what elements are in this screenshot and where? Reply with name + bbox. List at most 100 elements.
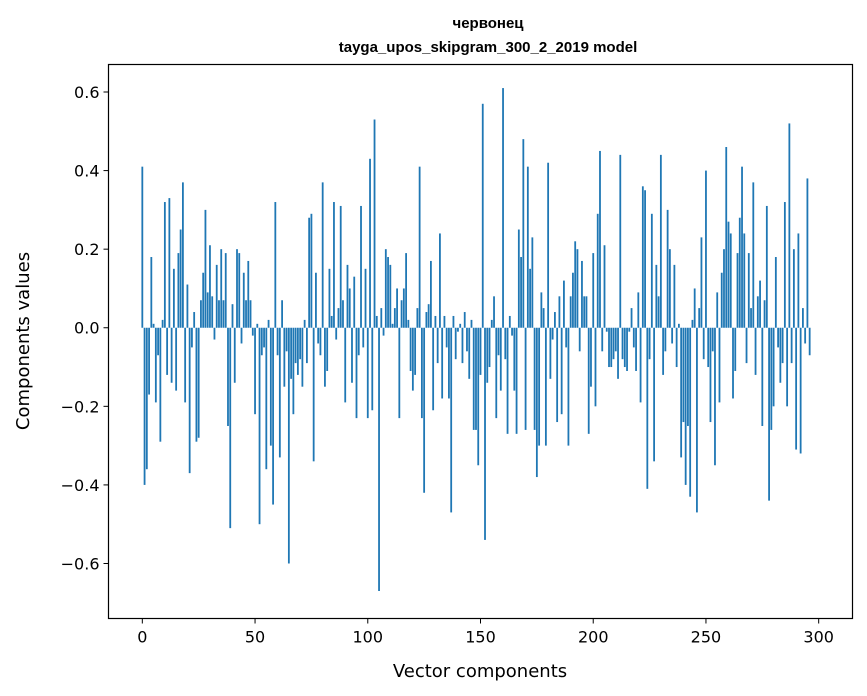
bar (763, 300, 766, 328)
bar (170, 327, 173, 383)
bars-group (141, 88, 811, 591)
bar (420, 327, 423, 419)
bar (508, 315, 511, 328)
bar (637, 292, 640, 328)
bar (696, 327, 698, 513)
bar (481, 103, 484, 328)
bar (387, 257, 389, 328)
bar (736, 253, 739, 328)
bar (772, 327, 775, 407)
bar (373, 119, 376, 328)
bar (312, 327, 315, 462)
bar (177, 253, 180, 328)
bar (233, 327, 236, 383)
bar (236, 249, 238, 328)
bar (224, 253, 227, 328)
bar (213, 327, 216, 340)
bar (409, 327, 412, 371)
bar (565, 327, 568, 348)
bar (274, 202, 277, 328)
bar (765, 205, 768, 328)
bar (729, 233, 732, 328)
bar (734, 327, 737, 371)
bar (466, 327, 468, 352)
bar (443, 315, 446, 328)
bar (439, 233, 441, 328)
bar (391, 323, 394, 328)
bar (590, 327, 592, 387)
bar (786, 327, 789, 407)
bar (468, 327, 471, 379)
bar (427, 304, 430, 328)
bar (152, 323, 155, 328)
bar (375, 315, 378, 328)
bar (166, 327, 169, 375)
bar (630, 308, 633, 328)
bar (486, 327, 489, 383)
bar (797, 233, 800, 328)
bar (641, 186, 644, 328)
bar (220, 249, 223, 328)
bar (290, 327, 293, 379)
x-tick-label: 50 (245, 628, 265, 647)
bar (479, 327, 482, 375)
bar (673, 264, 676, 328)
bar (405, 253, 407, 328)
bar (756, 296, 759, 328)
bar (269, 327, 272, 446)
bar (594, 327, 597, 407)
bar (743, 233, 746, 328)
bar (463, 312, 466, 328)
bar (617, 327, 619, 379)
bar (265, 327, 268, 470)
bar (287, 327, 290, 564)
bar (684, 327, 687, 485)
bar (547, 162, 550, 328)
bar (774, 257, 777, 328)
bar (524, 327, 527, 430)
y-tick-label: −0.6 (61, 554, 100, 573)
bar (499, 327, 502, 391)
bar (671, 327, 674, 344)
bar (511, 327, 513, 336)
bar (738, 217, 741, 328)
bar (436, 327, 439, 364)
bar (705, 170, 707, 328)
bar (369, 158, 371, 328)
x-tick-label: 150 (465, 628, 496, 647)
bar (747, 253, 750, 328)
bar (610, 327, 613, 368)
bar (278, 327, 281, 458)
bar (687, 327, 689, 426)
bar (504, 327, 507, 360)
bar (191, 327, 193, 348)
bar (402, 288, 405, 328)
bar (664, 327, 667, 352)
bar (759, 280, 761, 328)
bar (727, 221, 730, 328)
bar (475, 327, 477, 430)
bar (418, 166, 421, 328)
bar (572, 272, 574, 328)
bar (614, 327, 617, 352)
bar (366, 327, 369, 419)
bar (407, 319, 410, 328)
bar (326, 327, 329, 371)
bar (659, 154, 662, 328)
bar (317, 327, 320, 344)
bar (792, 249, 795, 328)
bar (621, 327, 624, 360)
bar (700, 237, 703, 328)
bar (709, 327, 712, 423)
bar (657, 296, 660, 328)
bar (628, 327, 631, 332)
x-tick-label: 300 (803, 628, 834, 647)
bar (308, 217, 311, 328)
bar (495, 327, 498, 419)
bar (283, 327, 286, 387)
bar (517, 229, 520, 328)
bar (779, 327, 782, 383)
bar (799, 327, 802, 454)
bar (145, 327, 148, 470)
bar (245, 300, 247, 328)
